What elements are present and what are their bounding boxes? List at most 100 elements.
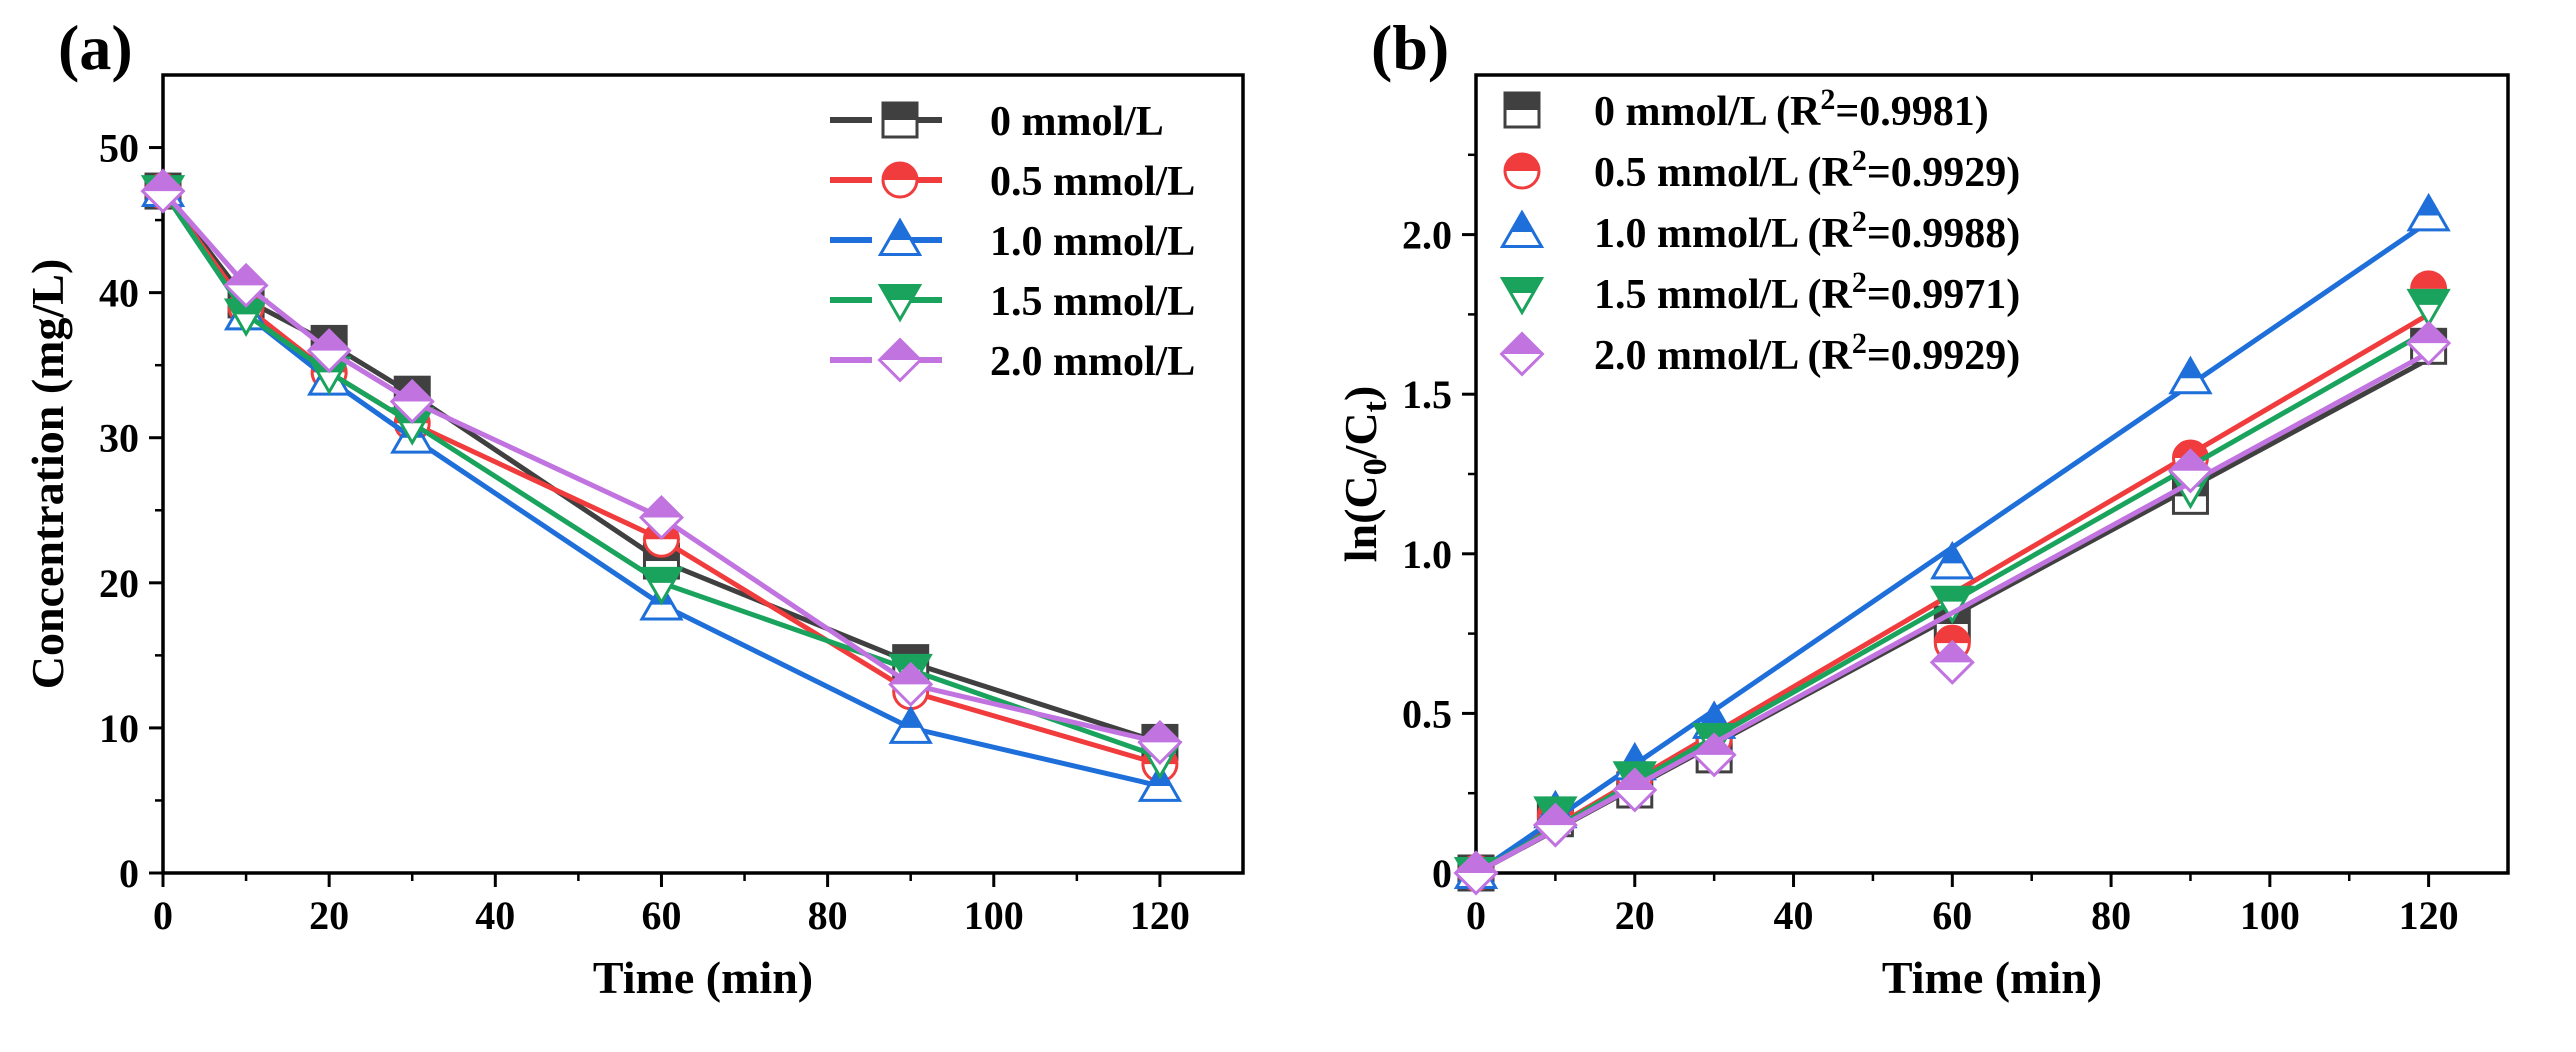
legend-label: 1.5 mmol/L (R2=0.9971)	[1594, 266, 2020, 318]
x-tick-label: 0	[153, 893, 173, 938]
data-point	[2167, 448, 2213, 494]
marker-fill	[641, 497, 682, 518]
marker-fill	[1693, 734, 1735, 755]
marker-fill	[2409, 290, 2449, 305]
legend-r2-value: 0.9929	[1891, 150, 2007, 196]
marker-fill	[1505, 93, 1539, 110]
y-axis-title-part: /C	[1335, 412, 1386, 459]
legend-r2-equals: =	[1835, 89, 1859, 135]
legend-r2-prefix: (R	[1797, 211, 1852, 257]
marker-outline	[877, 217, 923, 256]
marker-outline	[877, 337, 923, 383]
marker-outline	[1499, 277, 1545, 316]
legend-r2-close: )	[2006, 272, 2020, 318]
legend-r2-prefix: (R	[1797, 333, 1852, 379]
legend-r2-close: )	[1975, 89, 1989, 135]
marker-fill	[888, 220, 912, 240]
marker-outline	[1930, 540, 1975, 580]
legend-label: 2.0 mmol/L	[990, 339, 1195, 385]
marker-outline	[1691, 732, 1737, 778]
data-point	[1612, 767, 1658, 813]
marker-fill	[1501, 333, 1543, 354]
marker-outline	[2167, 448, 2213, 494]
y-tick-label: 10	[99, 706, 139, 751]
marker-outline	[888, 705, 933, 744]
marker-fill	[2417, 195, 2440, 216]
y-axis-title: Concentration (mg/L)	[22, 259, 73, 690]
legend-marker	[1499, 331, 1545, 377]
marker-outline	[639, 582, 684, 621]
data-point	[2406, 320, 2452, 366]
marker-outline	[390, 415, 435, 454]
marker-fill	[879, 339, 921, 360]
legend-r2-equals: =	[1867, 333, 1891, 379]
y-tick-label: 1.5	[1402, 372, 1452, 417]
x-tick-label: 80	[2091, 893, 2131, 938]
data-point	[2406, 288, 2451, 328]
marker-fill	[1510, 212, 1534, 232]
series-line	[163, 189, 1161, 745]
marker-outline	[1499, 331, 1545, 377]
marker-fill	[899, 708, 922, 728]
marker-outline	[1929, 639, 1975, 685]
legend-r2-equals: =	[1867, 272, 1891, 318]
data-point	[638, 495, 684, 541]
legend-r2-close: )	[2006, 211, 2020, 257]
y-tick-label: 20	[99, 561, 139, 606]
series-2-0-mmol-L	[1453, 320, 2452, 896]
data-point	[2168, 355, 2213, 395]
series-1-0-mmol-L	[140, 168, 1183, 802]
marker-outline	[2168, 355, 2213, 395]
legend-r2-value: 0.9988	[1891, 211, 2007, 257]
x-tick-label: 60	[641, 893, 681, 938]
x-tick-label: 40	[475, 893, 515, 938]
marker-outline	[1137, 719, 1183, 765]
plot-frame	[161, 73, 1245, 875]
series-line	[163, 189, 1161, 767]
marker-fill	[1614, 769, 1656, 791]
legend-r2-superscript: 2	[1852, 144, 1867, 177]
x-axis-title: Time (min)	[1882, 952, 2102, 1003]
legend-r2-superscript: 2	[1820, 83, 1835, 116]
y-tick-label: 40	[99, 271, 139, 316]
x-axis-title: Time (min)	[593, 952, 813, 1003]
marker-fill	[1932, 587, 1972, 602]
marker-outline	[1930, 585, 1975, 625]
marker-fill	[1505, 154, 1539, 171]
legend-r2-prefix: (R	[1766, 89, 1821, 135]
marker-fill	[308, 330, 350, 351]
legend-r2-superscript: 2	[1852, 266, 1867, 299]
marker-fill	[880, 285, 920, 300]
legend-marker	[881, 161, 919, 199]
marker-outline	[2406, 320, 2452, 366]
marker-fill	[225, 264, 267, 286]
data-point	[389, 378, 435, 424]
marker-outline	[1692, 722, 1737, 762]
legend-label: 1.0 mmol/L (R2=0.9988)	[1594, 205, 2020, 257]
marker-fill	[2179, 358, 2202, 379]
y-tick-label: 0	[119, 851, 139, 896]
marker-outline	[1137, 763, 1183, 802]
data-point	[2406, 192, 2451, 232]
legend-r2-prefix: (R	[1797, 150, 1852, 196]
marker-outline	[1503, 91, 1541, 129]
marker-outline	[389, 378, 435, 424]
marker-outline	[140, 168, 186, 214]
data-point	[306, 328, 352, 374]
marker-fill	[1534, 804, 1576, 826]
y-tick-label: 50	[99, 126, 139, 171]
y-tick-label: 2.0	[1402, 213, 1452, 258]
y-tick-label: 0	[1432, 851, 1452, 896]
data-point	[1929, 639, 1975, 685]
marker-outline	[881, 101, 919, 139]
legend-item: 0.5 mmol/L	[830, 159, 1195, 205]
data-point	[1930, 540, 1975, 580]
marker-outline	[639, 566, 684, 606]
marker-outline	[638, 495, 684, 541]
data-point	[888, 705, 933, 744]
legend-item: 1.0 mmol/L	[830, 217, 1195, 265]
legend-series-name: 0 mmol/L	[1594, 89, 1767, 135]
legend-item: 0.5 mmol/L (R2=0.9929)	[1503, 144, 2020, 196]
series-2-0-mmol-L	[140, 168, 1183, 765]
